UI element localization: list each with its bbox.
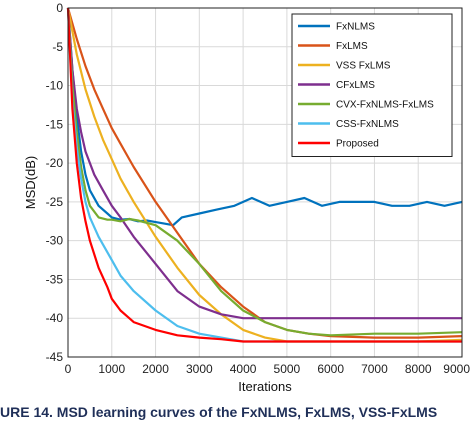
y-tick-label: -45 [46,350,64,364]
legend-label: CFxLMS [336,80,375,91]
x-tick-label: 8000 [405,362,432,376]
x-tick-label: 0 [65,362,72,376]
series-line-proposed [66,7,462,343]
y-tick-label: -30 [46,234,64,248]
x-tick-label: 7000 [361,362,388,376]
series-line-cvx-fxnlms-fxlms [66,7,463,337]
series-lines [66,7,463,343]
x-tick-label: 9000 [443,362,470,376]
legend-label: CVX-FxNLMS-FxLMS [336,100,434,111]
x-tick-label: 1000 [98,362,125,376]
y-tick-labels: 0 -5 -10 -15 -20 -25 -30 -35 -40 -45 [46,1,64,364]
legend-label: VSS FxLMS [336,61,391,72]
y-tick-label: -10 [46,79,64,93]
plot-frame [67,7,463,358]
y-tick-label: -15 [46,117,64,131]
x-tick-label: 4000 [230,362,257,376]
y-tick-label: 0 [56,1,63,15]
legend-label: FxNLMS [336,22,375,33]
y-tick-label: -35 [46,272,64,286]
msd-chart: 0 1000 2000 3000 4000 5000 6000 7000 8000 9000 0-… [23,1,471,394]
x-tick-labels: 0 1000 2000 3000 4000 5000 6000 7000 8000 9000 [65,362,471,376]
x-axis-label: Iterations [238,379,292,394]
x-tick-label: 3000 [186,362,213,376]
y-tick-label: -40 [46,311,64,325]
legend-label: FxLMS [336,41,368,52]
legend-label: CSS-FxNLMS [336,119,399,130]
figure-caption: URE 14. MSD learning curves of the FxNLM… [0,404,438,420]
x-tick-label: 2000 [142,362,169,376]
legend: FxNLMS FxLMS VSS FxLMS CFxLMS CVX-FxNLMS-FxL… [291,13,453,157]
y-tick-label: -20 [46,156,64,170]
y-tick-label: -5 [52,40,63,54]
legend-label: Proposed [336,139,379,150]
series-line-cfxlms [66,7,462,320]
series-line-fxnlms [66,7,463,227]
x-tick-label: 6000 [317,362,344,376]
y-axis-label: MSD(dB) [23,156,38,209]
x-tick-label: 5000 [274,362,301,376]
y-tick-label: -25 [46,195,64,209]
